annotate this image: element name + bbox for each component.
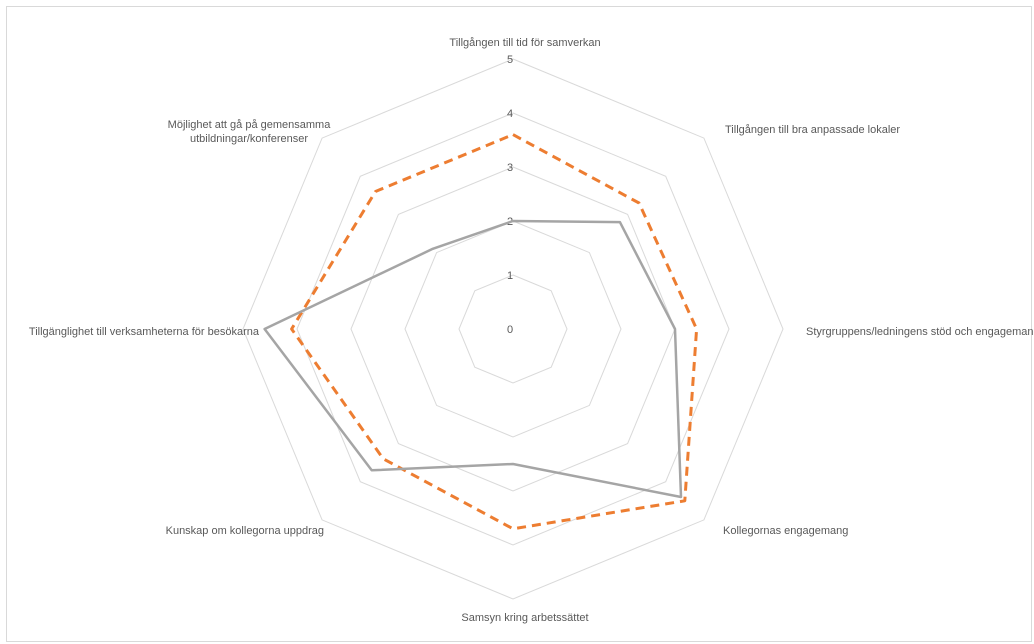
r-tick-label: 4: [507, 108, 513, 120]
radar-grid: [242, 58, 784, 600]
category-label-4: Kollegornas engagemang: [723, 525, 848, 537]
chart-frame: [6, 6, 1032, 642]
grid-ring-5: [242, 58, 784, 600]
category-label-8: Möjlighet att gå på gemensamma utbildning…: [168, 119, 332, 145]
category-labels: Tillgången till tid för samverkan Tillgån…: [29, 37, 1034, 624]
category-label-7: Tillgänglighet till verksamheterna för b…: [29, 326, 260, 338]
grid-ring-3: [350, 166, 676, 492]
category-label-6: Kunskap om kollegorna uppdrag: [166, 525, 324, 537]
r-tick-label: 1: [507, 270, 513, 282]
radar-series-group: [263, 133, 699, 531]
category-label-2: Tillgången till bra anpassade lokaler: [725, 124, 900, 136]
r-tick-label: 3: [507, 162, 513, 174]
series-line-2: [263, 219, 683, 499]
category-label-1: Tillgången till tid för samverkan: [449, 37, 600, 49]
r-tick-label: 5: [507, 54, 513, 66]
series-line-1: [290, 133, 699, 531]
category-label-5: Samsyn kring arbetssättet: [461, 612, 588, 624]
grid-ring-4: [296, 112, 730, 546]
grid-ring-2: [404, 220, 622, 438]
grid-ring-1: [458, 274, 568, 384]
r-tick-label: 0: [507, 324, 513, 336]
category-label-3: Styrgruppens/ledningens stöd och engagem…: [806, 326, 1034, 338]
